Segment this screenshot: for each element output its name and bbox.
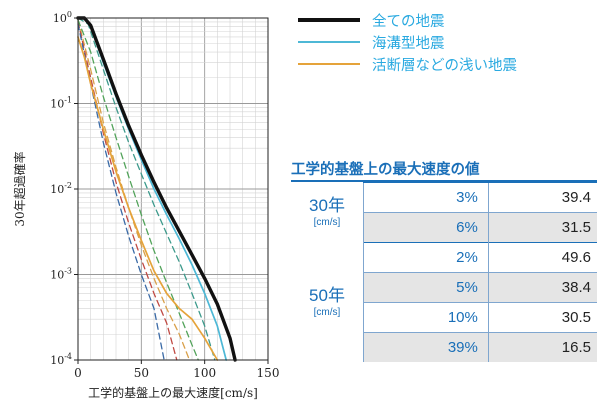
dashed-series-line — [77, 19, 199, 361]
prob-cell: 3% — [363, 182, 489, 213]
axis-ticks: 0 50 100 150 100 10-1 10-2 10-3 10-4 — [50, 10, 279, 380]
series-line-0 — [76, 16, 237, 362]
table-row: 39% 16.5 — [291, 332, 597, 362]
x-tick-label: 150 — [257, 366, 280, 380]
table-row: 50年 [cm/s] 2% 49.6 — [291, 242, 597, 318]
table-title-rule — [291, 180, 597, 182]
value-cell: 49.6 — [487, 242, 597, 273]
y-tick-label: 10-1 — [50, 96, 72, 111]
table-row: 10% 30.5 — [291, 302, 597, 333]
dashed-series-line — [77, 17, 216, 361]
legend-label-all: 全ての地震 — [372, 13, 445, 30]
period-label: 30年 — [309, 196, 345, 215]
legend-item-trench: 海溝型地震 — [298, 31, 517, 53]
legend-item-shallow: 活断層などの浅い地震 — [298, 53, 517, 75]
x-tick-label: 0 — [74, 366, 82, 380]
table-row: 5% 38.4 — [291, 272, 597, 303]
y-tick-label: 10-3 — [50, 267, 72, 282]
prob-cell: 39% — [363, 332, 489, 362]
period-cell-50: 50年 [cm/s] — [291, 243, 364, 363]
value-cell: 30.5 — [487, 302, 597, 333]
table-title: 工学的基盤上の最大速度の値 — [291, 162, 480, 178]
x-tick-label: 100 — [193, 366, 216, 380]
legend-swatch-shallow — [298, 63, 360, 65]
value-cell: 39.4 — [487, 182, 597, 213]
value-cell: 16.5 — [487, 332, 597, 362]
legend-swatch-all — [298, 18, 360, 22]
value-cell: 38.4 — [487, 272, 597, 303]
legend-label-shallow: 活断層などの浅い地震 — [372, 57, 517, 74]
period-unit: [cm/s] — [313, 217, 341, 228]
series-line-2 — [77, 36, 219, 361]
legend-item-all: 全ての地震 — [298, 9, 517, 31]
x-axis-label: 工学的基盤上の最大速度[cm/s] — [88, 385, 258, 400]
prob-cell: 5% — [363, 272, 489, 303]
legend: 全ての地震 海溝型地震 活断層などの浅い地震 — [298, 9, 517, 75]
velocity-table: 30年 [cm/s] 3% 39.4 6% 31.5 50年 [cm/s] 2%… — [291, 182, 597, 362]
legend-label-trench: 海溝型地震 — [372, 35, 445, 52]
y-tick-label: 100 — [53, 10, 72, 25]
period-cell-30: 30年 [cm/s] — [291, 183, 364, 243]
y-tick-label: 10-2 — [50, 181, 72, 196]
x-tick-label: 50 — [134, 366, 149, 380]
probability-chart: 0 50 100 150 100 10-1 10-2 10-3 10-4 工学的基盤上の最大速度… — [12, 10, 279, 400]
y-axis-label: 30年超過確率 — [12, 151, 27, 226]
y-tick-label: 10-4 — [50, 352, 72, 367]
period-unit: [cm/s] — [313, 306, 341, 318]
period-label: 50年 — [309, 285, 345, 305]
value-cell: 31.5 — [487, 212, 597, 243]
prob-cell: 6% — [363, 212, 489, 243]
prob-cell: 10% — [363, 302, 489, 333]
series-lines — [76, 16, 237, 362]
prob-cell: 2% — [363, 242, 489, 273]
legend-swatch-trench — [298, 41, 360, 43]
dashed-series-line — [77, 19, 191, 361]
table-row: 30年 [cm/s] 3% 39.4 — [291, 182, 597, 228]
table-row: 6% 31.5 — [291, 212, 597, 243]
